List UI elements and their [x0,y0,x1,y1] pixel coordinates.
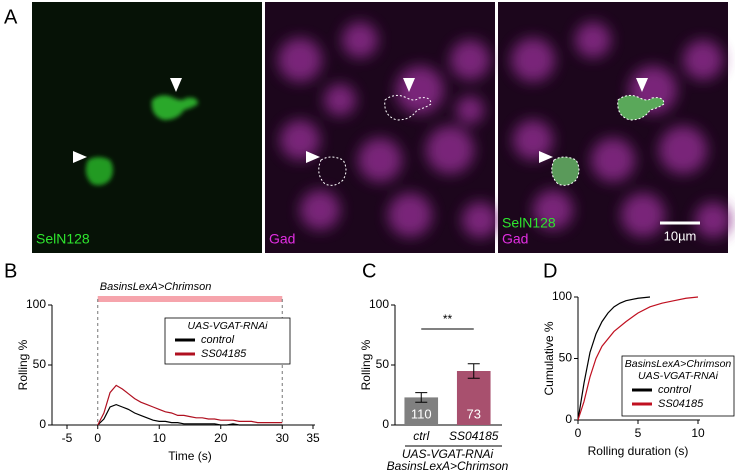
channel-label: SelN128 [502,215,556,231]
series-line [577,296,651,421]
legend-label: control [658,384,692,396]
y-tick-label: 50 [559,351,573,365]
y-tick-label: 100 [552,289,572,303]
legend-title: UAS-VGAT-RNAi [638,370,719,382]
micrograph: Gad [265,2,498,253]
channel-label: Gad [269,231,295,247]
y-axis-label: Rolling % [359,339,373,390]
x-tick-label: 10 [153,431,167,445]
series-line [577,296,699,421]
panel-label: A [4,6,18,28]
x-tick-label: 10 [691,426,705,440]
bar [456,371,491,425]
panel-label: B [4,260,17,282]
x-axis-label: BasinsLexA>Chrimson [387,459,509,470]
y-tick-label: 0 [565,412,572,426]
y-tick-label: 100 [26,297,46,311]
channel-label: SelN128 [36,231,90,247]
x-tick-label: -5 [62,431,73,445]
panel-label: D [543,260,557,282]
x-tick-label: 0 [94,431,101,445]
legend-label: SS04185 [201,348,247,360]
channel-label: Gad [502,231,528,247]
y-tick-label: 50 [376,357,390,371]
micrograph: SelN128 [32,2,262,253]
x-tick-label: ctrl [413,429,429,443]
error-bar [467,363,480,379]
x-axis-label: Time (s) [168,449,212,463]
x-tick-label: 35 [306,431,320,445]
y-tick-label: 0 [382,417,389,431]
legend-title: BasinsLexA>Chrimson [625,358,732,370]
x-tick-label: 30 [276,431,290,445]
scale-bar-label: 10µm [664,228,697,243]
x-axis-label: Rolling duration (s) [588,444,689,458]
y-axis-label: Cumulative % [542,321,556,395]
series-line [97,384,283,426]
legend-label: SS04185 [658,398,704,410]
legend-title: UAS-VGAT-RNAi [188,320,269,332]
y-tick-label: 50 [33,357,47,371]
y-tick-label: 100 [369,297,389,311]
stimulus-bar [97,296,283,302]
x-axis-label: UAS-VGAT-RNAi [402,447,494,461]
y-tick-label: 0 [39,417,46,431]
count-label: 110 [411,406,432,421]
legend-box [621,355,735,417]
x-tick-label: 5 [635,426,642,440]
count-label: 73 [467,406,481,421]
significance-label: ** [443,312,453,326]
x-tick-label: 0 [575,426,582,440]
series-line [97,403,283,426]
legend-label: control [201,334,235,346]
micrograph: SelN128 Gad 10µm [498,2,731,253]
x-tick-label: 20 [214,431,228,445]
panel-label: C [362,260,376,282]
error-bar [415,392,428,403]
x-tick-label: SS04185 [449,429,499,443]
stimulus-label: BasinsLexA>Chrimson [100,281,212,293]
y-axis-label: Rolling % [16,339,30,390]
